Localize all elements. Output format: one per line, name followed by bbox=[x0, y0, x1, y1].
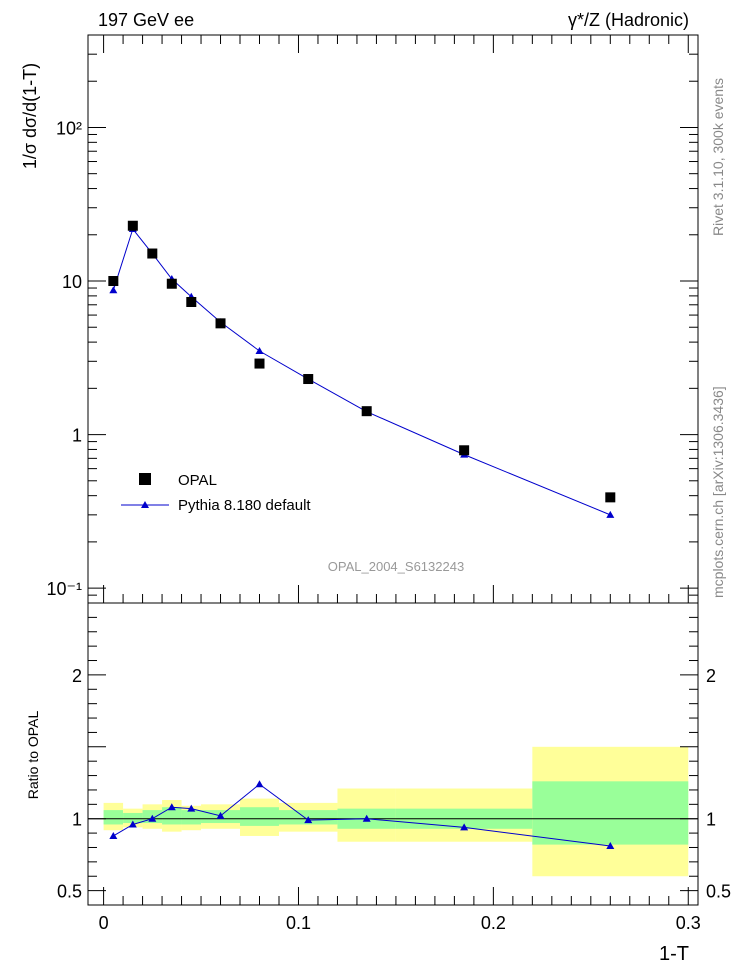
ratio-inner-band bbox=[162, 807, 182, 825]
ratio-inner-band bbox=[181, 810, 202, 825]
ratio-pythia-point bbox=[216, 811, 225, 819]
opal-point bbox=[166, 278, 177, 289]
ratio-plot-panel bbox=[87, 602, 699, 906]
x-tick-label: 0 bbox=[99, 913, 109, 933]
opal-point bbox=[459, 445, 470, 456]
main-y-tick-label: 10⁻¹ bbox=[46, 579, 82, 599]
opal-point bbox=[254, 358, 265, 369]
opal-point bbox=[605, 492, 616, 503]
pythia-point bbox=[109, 286, 118, 294]
ratio-pythia-point bbox=[167, 803, 176, 811]
x-tick-label: 0.1 bbox=[286, 913, 311, 933]
opal-point bbox=[147, 248, 158, 259]
ratio-inner-band bbox=[103, 810, 124, 825]
process-label: γ*/Z (Hadronic) bbox=[568, 10, 689, 30]
legend-opal-marker bbox=[139, 473, 151, 485]
opal-point bbox=[215, 318, 226, 329]
ratio-y-tick-label-right: 0.5 bbox=[706, 882, 731, 902]
ratio-pythia-point bbox=[109, 831, 118, 839]
main-series-group bbox=[108, 220, 616, 518]
rivet-version-label: Rivet 3.1.10, 300k events bbox=[710, 78, 726, 236]
ratio-pythia-point bbox=[304, 816, 313, 824]
ratio-inner-band bbox=[532, 781, 689, 845]
ratio-pythia-point bbox=[460, 823, 469, 831]
ratio-y-tick-label: 2 bbox=[72, 666, 82, 686]
analysis-id-label: OPAL_2004_S6132243 bbox=[328, 559, 464, 574]
ratio-y-axis-label: Ratio to OPAL bbox=[25, 711, 41, 800]
opal-point bbox=[303, 374, 314, 385]
legend-pythia-marker bbox=[141, 501, 149, 508]
x-tick-label: 0.3 bbox=[676, 913, 701, 933]
main-axis-ticks: 10⁻¹ 1 10 10² bbox=[46, 34, 698, 604]
ratio-y-tick-label-right: 2 bbox=[706, 666, 716, 686]
ratio-pythia-point bbox=[128, 820, 137, 828]
legend-pythia-label: Pythia 8.180 default bbox=[178, 497, 311, 514]
mcplots-label: mcplots.cern.ch [arXiv:1306.3436] bbox=[710, 386, 726, 598]
ratio-pythia-point bbox=[606, 842, 615, 850]
ratio-y-tick-label-right: 1 bbox=[706, 810, 716, 830]
legend-opal-label: OPAL bbox=[178, 472, 217, 489]
pythia-point bbox=[255, 347, 264, 355]
x-tick-label: 0.2 bbox=[481, 913, 506, 933]
ratio-y-tick-label: 1 bbox=[72, 810, 82, 830]
legend: OPAL Pythia 8.180 default bbox=[121, 472, 311, 514]
ratio-axis-ticks: 0.5 0.5 1 1 2 2 0 0.1 0.2 0.3 bbox=[57, 602, 731, 933]
ratio-pythia-point bbox=[255, 780, 264, 788]
ratio-plot-frame bbox=[87, 602, 699, 906]
ratio-series-group bbox=[109, 780, 615, 850]
x-axis-label: 1-T bbox=[659, 943, 689, 965]
ratio-inner-band bbox=[123, 812, 143, 824]
energy-label: 197 GeV ee bbox=[98, 10, 194, 30]
opal-point bbox=[127, 220, 138, 231]
opal-point bbox=[361, 406, 372, 417]
ratio-pythia-point bbox=[187, 804, 196, 812]
ratio-pythia-point bbox=[148, 814, 157, 822]
pythia-point bbox=[606, 510, 615, 518]
ratio-y-tick-label: 0.5 bbox=[57, 882, 82, 902]
opal-point bbox=[186, 296, 197, 307]
ratio-pythia-point bbox=[362, 814, 371, 822]
main-y-tick-label: 10 bbox=[62, 272, 82, 292]
main-y-tick-label: 1 bbox=[72, 426, 82, 446]
opal-point bbox=[108, 276, 119, 287]
ratio-inner-band bbox=[240, 807, 279, 826]
main-y-tick-label: 10² bbox=[56, 118, 82, 138]
main-y-axis-label: 1/σ dσ/d(1-T) bbox=[20, 63, 40, 169]
